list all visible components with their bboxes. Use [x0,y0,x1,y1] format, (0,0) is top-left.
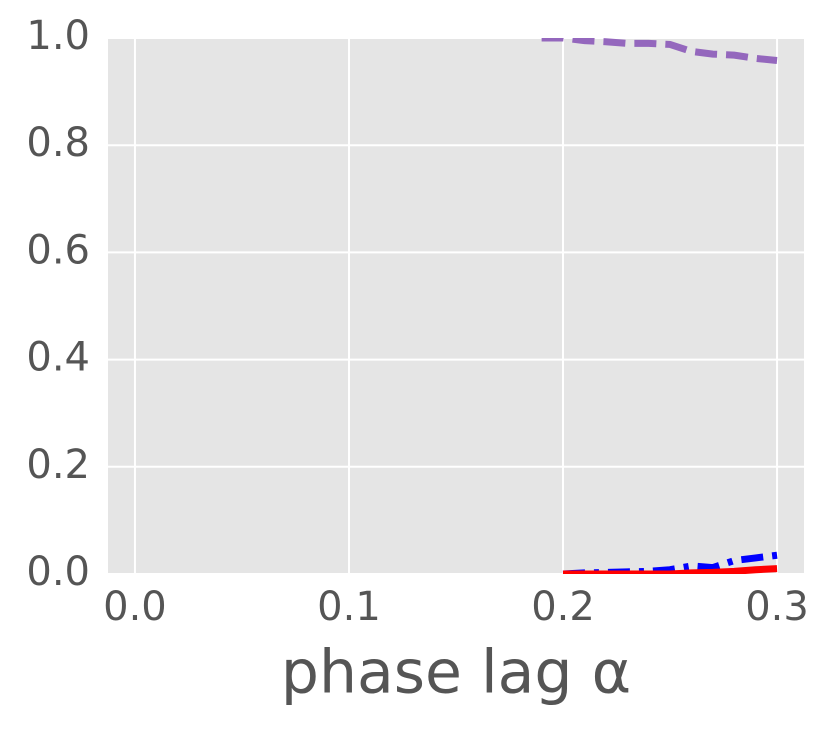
x-axis-label: phase lag α [281,638,631,708]
x-tick-label: 0.2 [531,584,595,630]
series-line [563,565,778,574]
y-tick-label: 0.6 [26,227,90,273]
x-tick-label: 0.1 [317,584,381,630]
x-tick-label: 0.3 [745,584,809,630]
y-tick-label: 0.0 [26,549,90,595]
y-tick-label: 0.2 [26,442,90,488]
y-tick-label: 1.0 [26,13,90,59]
series-line [541,38,778,64]
y-tick-label: 0.4 [26,335,90,381]
x-tick-label: 0.0 [103,584,167,630]
plot-area [108,38,804,574]
y-tick-label: 0.8 [26,120,90,166]
